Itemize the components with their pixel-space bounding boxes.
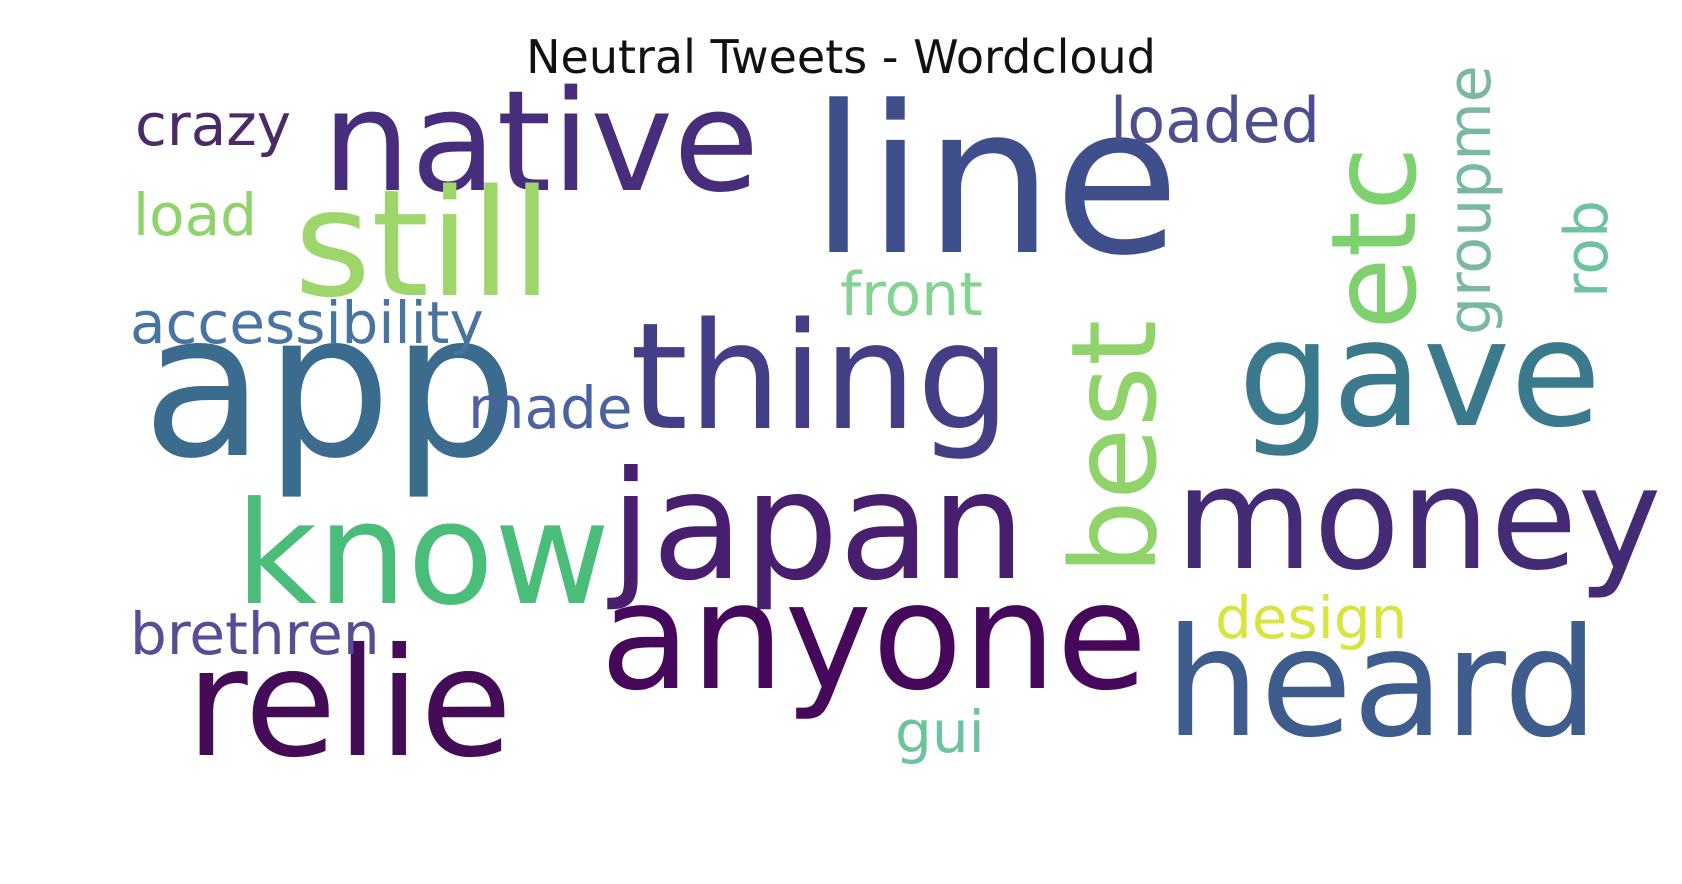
word-best: best — [1045, 320, 1183, 575]
word-heard: heard — [1165, 597, 1599, 771]
word-groupme: groupme — [1435, 65, 1505, 335]
word-know: know — [235, 472, 610, 637]
word-brethren: brethren — [130, 600, 380, 668]
word-rob: rob — [1552, 200, 1622, 298]
word-etc: etc — [1305, 146, 1443, 330]
word-still: still — [294, 158, 553, 330]
word-anyone: anyone — [600, 551, 1147, 723]
word-money: money — [1175, 437, 1662, 602]
word-accessibility: accessibility — [130, 289, 484, 357]
word-japan: japan — [607, 440, 1026, 614]
word-gave: gave — [1238, 288, 1601, 460]
word-front: front — [840, 260, 983, 330]
word-relie: relie — [186, 617, 512, 791]
word-native: native — [322, 61, 759, 224]
word-thing: thing — [630, 291, 1011, 463]
word-load: load — [133, 181, 257, 249]
word-gui: gui — [895, 698, 985, 766]
word-app: app — [142, 270, 518, 503]
word-design: design — [1215, 584, 1407, 652]
word-made: made — [468, 374, 633, 442]
word-crazy: crazy — [135, 91, 291, 159]
word-loaded: loaded — [1110, 84, 1320, 157]
chart-title: Neutral Tweets - Wordcloud — [526, 30, 1156, 84]
word-line: line — [810, 63, 1180, 301]
